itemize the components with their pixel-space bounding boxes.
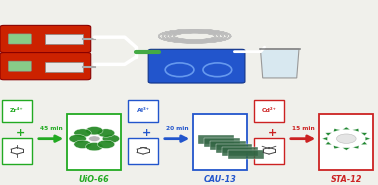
Polygon shape [216,144,252,153]
Polygon shape [342,148,350,150]
Polygon shape [353,129,359,132]
Polygon shape [222,147,258,156]
Text: UiO-66: UiO-66 [79,175,110,184]
Text: +: + [141,128,151,138]
FancyBboxPatch shape [128,100,158,122]
FancyBboxPatch shape [8,34,31,44]
Circle shape [98,129,115,137]
Circle shape [85,127,103,135]
Text: Al³⁺: Al³⁺ [136,108,150,113]
Circle shape [74,140,91,149]
Circle shape [69,134,86,143]
Polygon shape [198,135,234,144]
FancyBboxPatch shape [148,49,245,83]
Circle shape [336,134,356,143]
Text: Cd²⁺: Cd²⁺ [262,108,276,113]
Text: Zr⁴⁺: Zr⁴⁺ [10,108,24,113]
FancyBboxPatch shape [0,25,91,53]
Polygon shape [361,142,367,145]
Polygon shape [342,127,350,130]
Polygon shape [353,146,359,149]
Text: +: + [15,128,25,138]
Polygon shape [260,49,299,78]
Text: +: + [267,128,277,138]
Bar [45,34,83,44]
FancyBboxPatch shape [254,138,284,164]
Polygon shape [361,133,367,136]
FancyBboxPatch shape [2,138,32,164]
Polygon shape [365,137,370,140]
Polygon shape [325,142,332,145]
Text: STA-12: STA-12 [330,175,362,184]
Circle shape [98,140,115,149]
FancyBboxPatch shape [2,100,32,122]
Circle shape [85,142,103,151]
Polygon shape [228,149,264,159]
Polygon shape [325,133,332,136]
Polygon shape [204,138,240,147]
FancyBboxPatch shape [8,61,31,71]
FancyBboxPatch shape [0,53,91,80]
Text: 20 min: 20 min [166,125,188,130]
Polygon shape [334,129,340,132]
FancyBboxPatch shape [319,114,373,170]
FancyBboxPatch shape [254,100,284,122]
Text: 45 min: 45 min [40,125,62,130]
Text: CAU-13: CAU-13 [204,175,237,184]
Text: 15 min: 15 min [292,125,314,130]
Polygon shape [322,137,327,140]
Circle shape [74,129,91,137]
FancyBboxPatch shape [128,138,158,164]
Circle shape [102,134,119,143]
FancyBboxPatch shape [67,114,121,170]
Bar [45,62,83,72]
Polygon shape [334,146,340,149]
FancyBboxPatch shape [193,114,247,170]
Circle shape [88,136,100,141]
Polygon shape [210,141,246,150]
